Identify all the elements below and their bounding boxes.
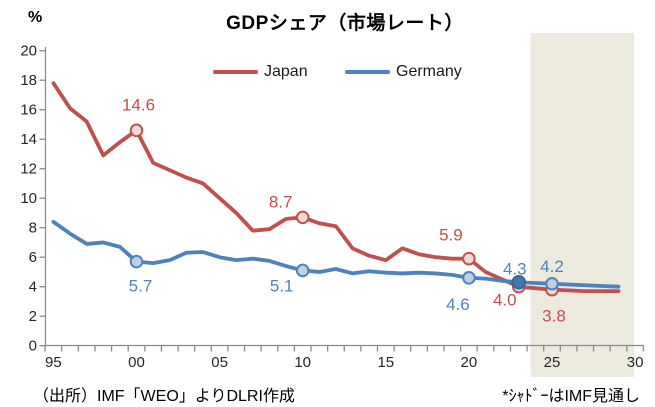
chart-title: GDPシェア（市場レート） bbox=[226, 13, 464, 34]
japan-legend-swatch bbox=[213, 70, 258, 74]
japan-data-label-2025: 3.8 bbox=[542, 307, 566, 326]
germany-marker-2000 bbox=[129, 254, 144, 269]
y-axis-tick-label: 12 bbox=[20, 161, 37, 178]
y-axis-tick-label: 14 bbox=[20, 131, 37, 148]
y-axis-tick-label: 8 bbox=[29, 220, 37, 237]
x-axis-tick-label: 20 bbox=[461, 354, 478, 371]
y-axis-tick-label: 10 bbox=[20, 190, 37, 207]
y-axis-tick-label: 18 bbox=[20, 72, 37, 89]
japan-marker-2000 bbox=[129, 123, 144, 138]
germany-data-label-2010: 5.1 bbox=[270, 276, 294, 295]
germany-data-label-2025: 4.2 bbox=[540, 257, 564, 276]
forecast-shade-region bbox=[530, 33, 635, 377]
japan-data-label-2000: 14.6 bbox=[122, 95, 155, 114]
y-axis-tick-label: 2 bbox=[29, 308, 37, 325]
germany-marker-2023 bbox=[511, 274, 527, 290]
japan-marker-2010 bbox=[295, 210, 310, 225]
x-axis-tick-label: 15 bbox=[377, 354, 394, 371]
germany-data-label-2000: 5.7 bbox=[129, 277, 153, 296]
y-axis-tick-label: 6 bbox=[29, 249, 37, 266]
germany-marker-2020 bbox=[462, 271, 476, 285]
y-axis-tick-label: 20 bbox=[20, 43, 37, 60]
japan-legend-label: Japan bbox=[264, 63, 308, 80]
y-axis-tick-label: 0 bbox=[29, 338, 37, 355]
germany-marker-2025 bbox=[545, 276, 559, 291]
y-axis-tick-label: 4 bbox=[29, 279, 37, 296]
x-axis-tick-label: 95 bbox=[45, 354, 62, 371]
germany-legend-swatch bbox=[345, 70, 390, 74]
japan-marker-2020 bbox=[462, 251, 476, 266]
x-axis-tick-label: 00 bbox=[128, 354, 145, 371]
japan-data-label-2023: 4.0 bbox=[493, 291, 517, 310]
japan-data-label-2010: 8.7 bbox=[269, 192, 293, 211]
x-axis-tick-label: 25 bbox=[544, 354, 561, 371]
germany-data-label-2023: 4.3 bbox=[503, 259, 527, 278]
germany-data-label-2020: 4.6 bbox=[446, 295, 470, 314]
x-axis-tick-label: 05 bbox=[211, 354, 228, 371]
forecast-note: *ｼｬﾄﾞｰはIMF見通し bbox=[502, 388, 640, 405]
germany-marker-2010 bbox=[295, 263, 310, 278]
x-axis-tick-label: 10 bbox=[294, 354, 311, 371]
germany-legend-label: Germany bbox=[396, 63, 462, 80]
legend-item-germany: Germany bbox=[345, 62, 462, 82]
source-note: （出所）IMF「WEO」よりDLRI作成 bbox=[33, 388, 295, 405]
y-axis-unit-label: % bbox=[28, 9, 43, 26]
japan-data-label-2020: 5.9 bbox=[439, 226, 463, 245]
x-axis-tick-label: 30 bbox=[627, 354, 644, 371]
legend-item-japan: Japan bbox=[213, 62, 308, 82]
y-axis-tick-label: 16 bbox=[20, 102, 37, 119]
